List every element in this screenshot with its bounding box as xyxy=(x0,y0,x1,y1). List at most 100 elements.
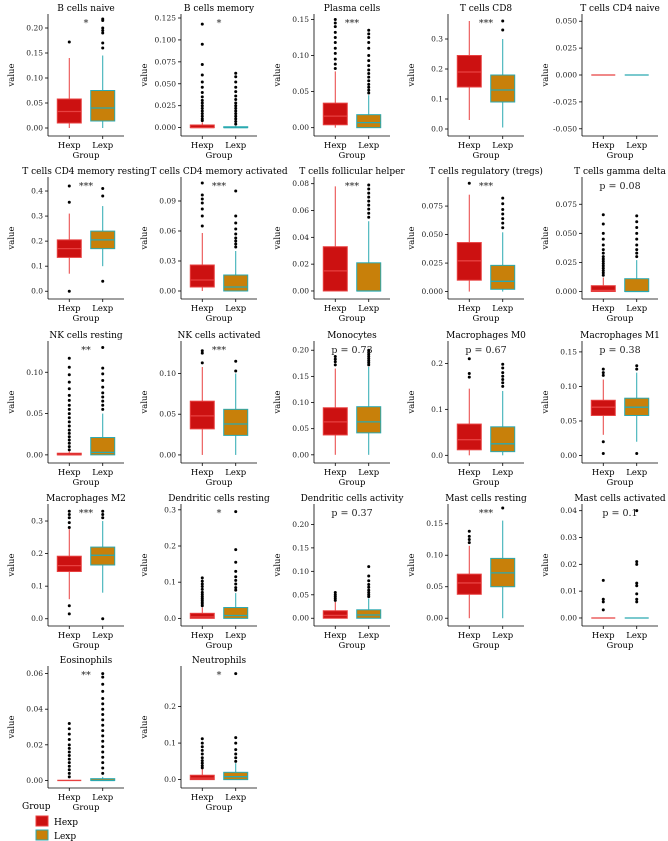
y-tick-label: 0.2 xyxy=(31,549,43,558)
outlier-point xyxy=(367,588,371,592)
outlier-point xyxy=(101,509,105,513)
outlier-point xyxy=(333,357,337,361)
outlier-point xyxy=(200,351,204,355)
outlier-point xyxy=(333,593,337,597)
significance-label: *** xyxy=(479,18,494,29)
outlier-point xyxy=(67,771,71,775)
x-tick-label: Lexp xyxy=(492,304,513,314)
y-axis-label: value xyxy=(273,63,283,87)
outlier-point xyxy=(200,22,204,26)
x-tick-label: Hexp xyxy=(592,468,615,478)
y-tick-label: 0.08 xyxy=(292,179,309,188)
outlier-point xyxy=(234,582,238,586)
outlier-point xyxy=(234,221,238,225)
x-axis-label: Group xyxy=(206,151,233,161)
y-tick-label: 0.050 xyxy=(422,230,444,239)
y-axis-label: value xyxy=(140,715,150,739)
y-tick-label: 0.10 xyxy=(560,382,577,391)
legend: Group Hexp Lexp xyxy=(22,802,78,841)
outlier-point xyxy=(501,362,505,366)
outlier-point xyxy=(501,384,505,388)
y-tick-label: 0.05 xyxy=(26,99,43,108)
x-axis-label: Group xyxy=(206,478,233,488)
outlier-point xyxy=(333,62,337,66)
significance-label: p = 0.1 xyxy=(602,508,637,519)
outlier-point xyxy=(234,236,238,240)
y-tick-label: 0.02 xyxy=(560,560,577,569)
box-hexp xyxy=(590,399,616,416)
outlier-point xyxy=(367,68,371,72)
x-axis-label: Group xyxy=(73,151,100,161)
box-hexp xyxy=(189,774,215,781)
outlier-point xyxy=(234,106,238,110)
x-tick-label: Lexp xyxy=(225,793,246,803)
outlier-point xyxy=(601,273,605,277)
outlier-point xyxy=(234,114,238,118)
y-tick-label: 0.075 xyxy=(556,200,578,209)
panel-title: Macrophages M2 xyxy=(46,494,126,504)
y-tick-label: 0.050 xyxy=(556,17,578,26)
y-tick-label: 0.000 xyxy=(556,287,578,296)
outlier-point xyxy=(101,771,105,775)
x-tick-label: Lexp xyxy=(492,631,513,641)
outlier-point xyxy=(367,183,371,187)
outlier-point xyxy=(67,750,71,754)
outlier-point xyxy=(67,448,71,452)
y-tick-label: 0.10 xyxy=(26,74,43,83)
y-tick-label: 0.000 xyxy=(422,287,444,296)
box-lexp xyxy=(90,546,116,566)
outlier-point xyxy=(234,90,238,94)
outlier-point xyxy=(101,407,105,411)
outlier-point xyxy=(635,248,639,252)
outlier-point xyxy=(333,35,337,39)
panel-20: Eosinophils 0.00 0.02 0.04 0.06 value Hexp Lexp… xyxy=(7,656,124,813)
x-tick-label: Lexp xyxy=(358,468,379,478)
outlier-point xyxy=(234,98,238,102)
outlier-point xyxy=(67,521,71,525)
outlier-point xyxy=(601,367,605,371)
panel-title: T cells regulatory (tregs) xyxy=(429,166,543,177)
y-axis-label: value xyxy=(7,715,17,739)
panel-15: Macrophages M2 0.0 0.1 0.2 0.3 value Hexp LexpG… xyxy=(7,494,126,651)
outlier-point xyxy=(601,578,605,582)
y-tick-label: 0.10 xyxy=(292,51,309,60)
outlier-point xyxy=(601,371,605,375)
x-tick-label: Hexp xyxy=(458,141,481,151)
panel-0: B cells naive 0.00 0.05 0.10 0.15 0.20 value He… xyxy=(7,4,124,161)
outlier-point xyxy=(635,226,639,230)
outlier-point xyxy=(601,237,605,241)
y-tick-label: 0.00 xyxy=(560,451,577,460)
y-tick-label: 0.100 xyxy=(155,35,177,44)
significance-label: ** xyxy=(81,670,91,681)
x-tick-label: Lexp xyxy=(92,141,113,151)
outlier-point xyxy=(234,122,238,126)
y-tick-label: 0.000 xyxy=(155,123,177,132)
outlier-point xyxy=(367,359,371,363)
legend-title: Group xyxy=(22,802,51,812)
y-tick-label: -0.025 xyxy=(553,97,577,106)
y-tick-label: 0.20 xyxy=(26,24,43,33)
x-tick-label: Hexp xyxy=(458,631,481,641)
x-tick-label: Lexp xyxy=(358,631,379,641)
y-axis-label: value xyxy=(140,553,150,577)
x-tick-label: Hexp xyxy=(592,304,615,314)
box-lexp xyxy=(90,437,116,456)
outlier-point xyxy=(501,28,505,32)
outlier-point xyxy=(635,237,639,241)
x-axis-label: Group xyxy=(339,314,366,324)
y-tick-label: 0.04 xyxy=(26,705,43,714)
outlier-point xyxy=(200,207,204,211)
x-tick-label: Lexp xyxy=(92,631,113,641)
x-axis-label: Group xyxy=(206,803,233,813)
significance-label: p = 0.38 xyxy=(599,345,640,356)
outlier-point xyxy=(367,590,371,594)
outlier-point xyxy=(367,46,371,50)
outlier-point xyxy=(234,560,238,564)
y-tick-label: 0.15 xyxy=(26,49,43,58)
outlier-point xyxy=(200,224,204,228)
outlier-point xyxy=(601,213,605,217)
x-axis-label: Group xyxy=(473,151,500,161)
outlier-point xyxy=(467,357,471,361)
y-tick-label: 0.10 xyxy=(426,551,443,560)
panel-title: Mast cells resting xyxy=(445,494,527,504)
